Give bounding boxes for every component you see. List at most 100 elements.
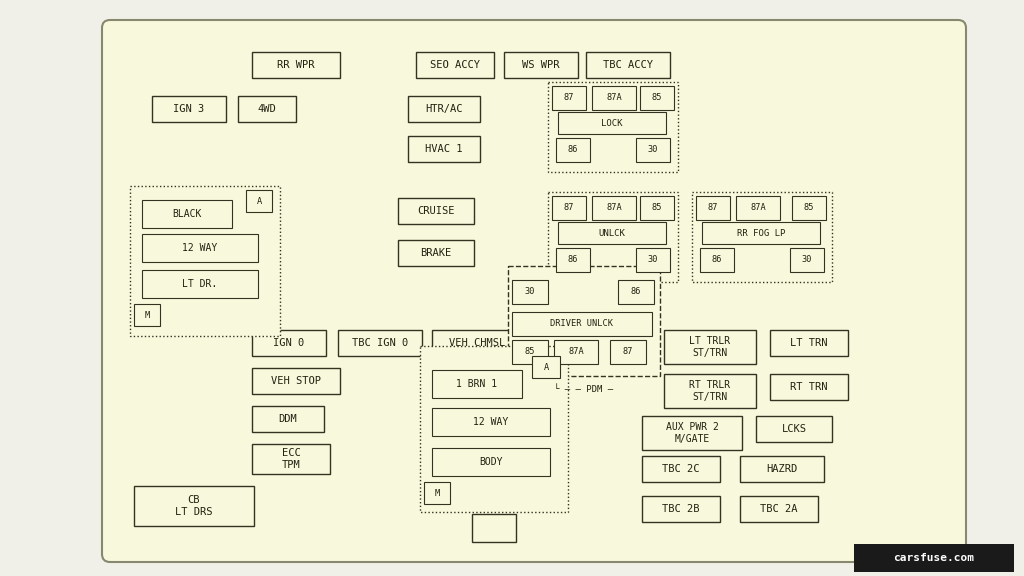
Text: 86: 86 [567, 146, 579, 154]
Text: 87A: 87A [606, 93, 622, 103]
Bar [472, 514, 516, 542]
Bar [424, 482, 450, 504]
Bar [238, 96, 296, 122]
Bar [246, 190, 272, 212]
Text: LCKS: LCKS [781, 424, 807, 434]
Bar [592, 86, 636, 110]
Bar [252, 406, 324, 432]
Bar [740, 456, 824, 482]
Bar [134, 486, 254, 526]
Bar [692, 192, 831, 282]
Bar [556, 248, 590, 272]
Bar [854, 544, 1014, 572]
Text: M: M [434, 488, 439, 498]
Bar [640, 86, 674, 110]
Bar [432, 408, 550, 436]
Text: TBC IGN 0: TBC IGN 0 [352, 338, 409, 348]
Bar [736, 196, 780, 220]
Text: VEH CHMSL: VEH CHMSL [449, 338, 505, 348]
Bar [432, 448, 550, 476]
Bar [636, 248, 670, 272]
Text: carsfuse.com: carsfuse.com [894, 553, 975, 563]
Text: 85: 85 [651, 203, 663, 213]
Text: RT TRLR
ST/TRN: RT TRLR ST/TRN [689, 380, 730, 402]
Text: 87: 87 [564, 93, 574, 103]
Text: 87: 87 [623, 347, 633, 357]
Text: 86: 86 [567, 256, 579, 264]
Bar [252, 330, 326, 356]
Text: IGN 3: IGN 3 [173, 104, 205, 114]
Text: HAZRD: HAZRD [766, 464, 798, 474]
Text: BRAKE: BRAKE [421, 248, 452, 258]
Bar [610, 340, 646, 364]
Bar [504, 52, 578, 78]
Bar [142, 234, 258, 262]
Text: └ – – PDM –: └ – – PDM – [554, 385, 613, 395]
Text: BODY: BODY [479, 457, 503, 467]
Text: TBC 2A: TBC 2A [760, 504, 798, 514]
Text: 4WD: 4WD [258, 104, 276, 114]
Text: IGN 0: IGN 0 [273, 338, 304, 348]
Bar [664, 374, 756, 408]
Bar [398, 240, 474, 266]
Text: TBC 2B: TBC 2B [663, 504, 699, 514]
Bar [740, 496, 818, 522]
Bar [548, 82, 678, 172]
Bar [552, 196, 586, 220]
Bar [432, 370, 522, 398]
Text: 30: 30 [648, 256, 658, 264]
Text: AUX PWR 2
M/GATE: AUX PWR 2 M/GATE [666, 422, 719, 444]
Bar [558, 222, 666, 244]
Text: LOCK: LOCK [601, 119, 623, 127]
Bar [142, 270, 258, 298]
Text: RT TRN: RT TRN [791, 382, 827, 392]
Bar [512, 340, 548, 364]
Text: 87: 87 [708, 203, 718, 213]
Bar [532, 356, 560, 378]
Text: 30: 30 [648, 146, 658, 154]
Bar [416, 52, 494, 78]
Bar [586, 52, 670, 78]
Bar [770, 374, 848, 400]
Bar [792, 196, 826, 220]
Bar [134, 304, 160, 326]
Bar [252, 52, 340, 78]
Bar [556, 138, 590, 162]
Bar [508, 266, 660, 376]
Text: LT TRN: LT TRN [791, 338, 827, 348]
Text: CRUISE: CRUISE [417, 206, 455, 216]
Text: M: M [144, 310, 150, 320]
Bar [142, 200, 232, 228]
Text: 86: 86 [631, 287, 641, 297]
Text: HTR/AC: HTR/AC [425, 104, 463, 114]
Bar [702, 222, 820, 244]
Bar [592, 196, 636, 220]
Text: 87: 87 [564, 203, 574, 213]
Text: LT DR.: LT DR. [182, 279, 218, 289]
Bar [696, 196, 730, 220]
Bar [636, 138, 670, 162]
Text: 86: 86 [712, 256, 722, 264]
Bar [420, 346, 568, 512]
Text: VEH STOP: VEH STOP [271, 376, 321, 386]
Text: CB
LT DRS: CB LT DRS [175, 495, 213, 517]
Bar [642, 456, 720, 482]
Text: BLACK: BLACK [172, 209, 202, 219]
Text: WS WPR: WS WPR [522, 60, 560, 70]
Bar [432, 330, 522, 356]
Bar [252, 444, 330, 474]
Text: 87A: 87A [568, 347, 584, 357]
Bar [790, 248, 824, 272]
Bar [770, 330, 848, 356]
Text: DRIVER UNLCK: DRIVER UNLCK [551, 320, 613, 328]
Text: A: A [256, 196, 261, 206]
Bar [664, 330, 756, 364]
Text: LT TRLR
ST/TRN: LT TRLR ST/TRN [689, 336, 730, 358]
Text: 30: 30 [802, 256, 812, 264]
Bar [548, 192, 678, 282]
Text: RR FOG LP: RR FOG LP [737, 229, 785, 237]
Bar [512, 280, 548, 304]
Text: 85: 85 [804, 203, 814, 213]
Text: 12 WAY: 12 WAY [473, 417, 509, 427]
Text: UNLCK: UNLCK [599, 229, 626, 237]
